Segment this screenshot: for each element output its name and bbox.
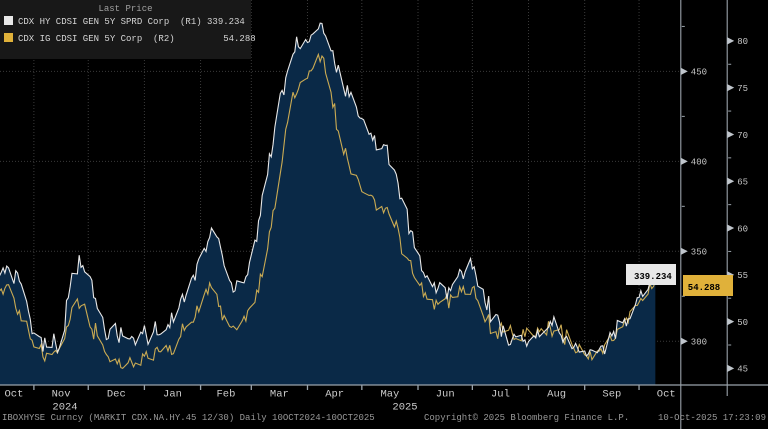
svg-text:Jan: Jan: [163, 389, 182, 401]
svg-text:Jun: Jun: [436, 389, 455, 401]
svg-text:350: 350: [691, 248, 707, 258]
svg-text:Oct: Oct: [657, 389, 676, 401]
svg-text:50: 50: [737, 318, 748, 328]
svg-text:450: 450: [691, 68, 707, 78]
svg-text:400: 400: [691, 158, 707, 168]
svg-text:65: 65: [737, 178, 748, 188]
svg-text:Aug: Aug: [547, 389, 566, 401]
svg-text:2024: 2024: [52, 402, 77, 414]
svg-text:Apr: Apr: [325, 389, 344, 401]
svg-text:45: 45: [737, 365, 748, 375]
svg-text:300: 300: [691, 338, 707, 348]
svg-text:55: 55: [737, 271, 748, 281]
svg-text:80: 80: [737, 37, 748, 47]
svg-text:Jul: Jul: [491, 389, 510, 401]
svg-text:Sep: Sep: [602, 389, 621, 401]
svg-text:May: May: [380, 389, 399, 401]
svg-text:Nov: Nov: [52, 389, 71, 401]
svg-text:Dec: Dec: [107, 389, 126, 401]
svg-text:Feb: Feb: [216, 389, 235, 401]
svg-text:75: 75: [737, 84, 748, 94]
svg-text:2025: 2025: [392, 402, 417, 414]
svg-text:70: 70: [737, 131, 748, 141]
svg-text:Mar: Mar: [270, 389, 289, 401]
svg-text:Oct: Oct: [5, 389, 24, 401]
svg-text:60: 60: [737, 224, 748, 234]
